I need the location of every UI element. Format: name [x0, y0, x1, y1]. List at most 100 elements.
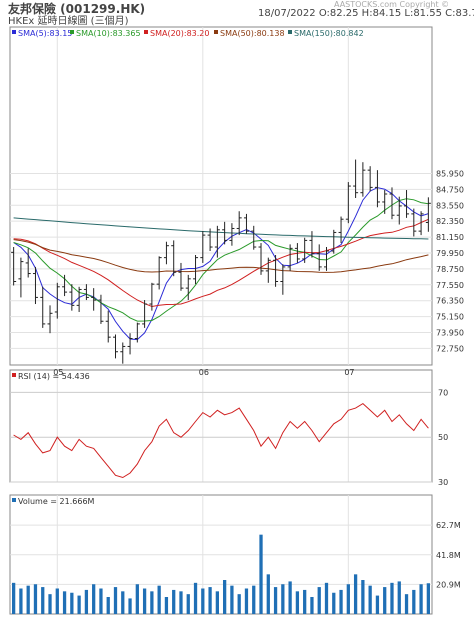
rsi-panel [9, 369, 433, 483]
volume-bar [339, 589, 343, 614]
copyright-text: AASTOCKS.com Copyright © [334, 0, 450, 9]
legend-swatch [12, 373, 16, 377]
rsi-legend: RSI (14) = 54.436 [12, 372, 90, 381]
price-tick-label: 83.550 [436, 201, 464, 210]
volume-bar [62, 591, 67, 614]
volume-bar [419, 584, 423, 614]
rsi-tick-label: 30 [438, 478, 448, 487]
volume-bar [259, 534, 263, 614]
x-tick-label: 05 [53, 368, 63, 377]
sma10-line [13, 198, 429, 322]
price-tick-label: 78.750 [436, 265, 464, 274]
volume-bar [77, 595, 81, 614]
sma150-line [13, 217, 429, 240]
volume-bar [128, 598, 132, 614]
legend-swatch [12, 498, 16, 502]
volume-bar [412, 589, 416, 614]
price-tick-label: 85.950 [436, 169, 464, 178]
volume-bar [157, 585, 161, 614]
legend-swatch [288, 30, 292, 34]
sma5-line [13, 187, 429, 341]
price-legend: SMA(5):83.15 SMA(10):83.365 SMA(20):83.20 S… [12, 29, 364, 38]
volume-bar [273, 587, 278, 614]
volume-bar [215, 591, 219, 614]
legend-label: SMA(50):80.138 [220, 29, 285, 38]
volume-legend: Volume = 21.666M [12, 497, 95, 506]
price-tick-label: 82.350 [436, 217, 464, 226]
x-tick-label: 06 [199, 368, 209, 377]
volume-bar [310, 597, 314, 614]
volume-bar [375, 595, 380, 614]
volume-tick-label: 62.7M [436, 521, 461, 530]
legend-swatch [144, 30, 148, 34]
chart-subtitle: HKEx 延時日線圖 (三個月) [8, 16, 129, 27]
ohlc-quote: 18/07/2022 O:82.25 H:84.15 L:81.55 C:83.… [258, 8, 474, 19]
volume-bar [121, 591, 125, 614]
volume-bar [12, 582, 16, 614]
price-tick-label: 75.150 [436, 313, 464, 322]
price-tick-label: 84.750 [436, 185, 464, 194]
legend-label: SMA(5):83.15 [18, 29, 72, 38]
volume-bar [142, 588, 147, 614]
volume-bar [230, 585, 234, 614]
rsi-line [13, 402, 429, 479]
legend-swatch [70, 30, 74, 34]
volume-bar [172, 589, 176, 614]
volume-tick-label: 41.8M [436, 551, 461, 560]
volume-bar [106, 597, 110, 614]
volume-bar [113, 587, 118, 614]
price-tick-label: 76.350 [436, 297, 464, 306]
volume-tick-label: 20.9M [436, 580, 461, 589]
volume-bar [19, 588, 23, 614]
volume-bar [33, 584, 38, 614]
price-tick-label: 72.750 [436, 344, 464, 353]
volume-bar [186, 594, 190, 614]
volume-bar [70, 592, 74, 614]
rsi-tick-label: 50 [438, 433, 448, 442]
volume-bar [295, 591, 300, 614]
volume-bar [135, 584, 139, 614]
volume-bar [41, 587, 45, 614]
volume-bar [223, 580, 227, 614]
price-tick-label: 79.950 [436, 249, 464, 258]
sma50-line [13, 239, 429, 273]
volume-bar [368, 585, 372, 614]
legend-swatch [214, 30, 218, 34]
volume-bar [164, 597, 169, 614]
volume-bar [84, 589, 89, 614]
volume-bar [426, 583, 430, 614]
stock-title: 友邦保險 (001299.HK) [8, 2, 146, 16]
price-tick-label: 73.950 [436, 329, 464, 338]
volume-bar [303, 589, 307, 614]
volume-bar [390, 582, 394, 614]
volume-bar [266, 574, 270, 614]
volume-bar [48, 594, 52, 614]
volume-bar [55, 588, 59, 614]
volume-bar [317, 587, 321, 614]
volume-bar [361, 580, 365, 614]
volume-bar [353, 574, 358, 614]
legend-label: RSI (14) = 54.436 [18, 372, 90, 381]
volume-bar [150, 591, 154, 614]
volume-bar [397, 581, 401, 614]
volume-bar [99, 588, 103, 614]
volume-bar [404, 594, 409, 614]
volume-bar [237, 594, 241, 614]
volume-bar [92, 584, 96, 614]
chart-header: 友邦保險 (001299.HK) HKEx 延時日線圖 (三個月) AASTOC… [0, 0, 474, 27]
volume-bar [244, 588, 249, 614]
price-panel [9, 26, 433, 366]
volume-bar [208, 587, 212, 614]
volume-bar [281, 584, 285, 614]
rsi-tick-label: 70 [438, 388, 448, 397]
x-tick-label: 07 [344, 368, 354, 377]
price-tick-label: 81.150 [436, 233, 464, 242]
legend-label: SMA(20):83.20 [150, 29, 209, 38]
sma20-line [13, 218, 429, 308]
legend-swatch [12, 30, 16, 34]
volume-bar [193, 582, 198, 614]
volume-bar [201, 588, 205, 614]
volume-bar [26, 585, 30, 614]
volume-bar [288, 581, 292, 614]
